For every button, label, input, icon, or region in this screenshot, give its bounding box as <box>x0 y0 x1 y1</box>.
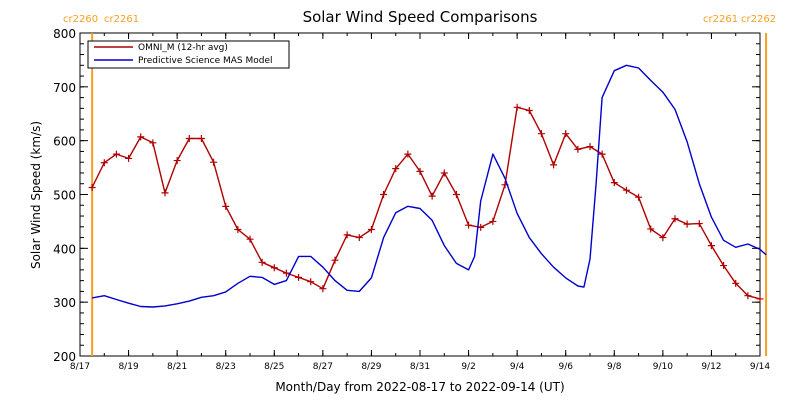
data-point-omni <box>440 169 448 177</box>
data-point-omni <box>149 139 157 147</box>
x-tick-label: 8/17 <box>70 362 90 372</box>
plot-area: 8/17 8/19 8/21 8/23 8/25 8/27 8/29 8/31 9/2 9/4 9/… <box>53 27 770 372</box>
y-tick-label: 300 <box>53 296 76 310</box>
data-point-omni <box>100 159 108 167</box>
plot-frame <box>79 32 761 357</box>
data-point-omni <box>513 103 521 111</box>
x-tick-label: 9/12 <box>701 362 721 372</box>
data-point-omni <box>392 165 400 173</box>
data-point-omni <box>88 184 96 192</box>
cr-right-label-2: cr2262 <box>741 14 776 25</box>
x-tick-label: 8/29 <box>361 362 381 372</box>
data-point-omni <box>744 292 752 300</box>
series-line-model <box>91 64 767 308</box>
y-tick-label: 500 <box>53 189 76 203</box>
series-line-omni <box>91 106 761 300</box>
data-point-omni <box>756 295 764 303</box>
data-point-omni <box>319 285 327 293</box>
x-tick-label: 8/21 <box>167 362 187 372</box>
x-tick-label: 8/19 <box>118 362 138 372</box>
data-point-omni <box>307 278 315 286</box>
data-point-omni <box>234 225 242 233</box>
cr-left-label-2: cr2261 <box>703 14 738 25</box>
chart-title: Solar Wind Speed Comparisons <box>303 8 538 26</box>
y-tick-label: 200 <box>53 350 76 364</box>
x-tick-label: 9/2 <box>461 362 475 372</box>
x-tick-label: 9/10 <box>653 362 673 372</box>
data-point-omni <box>404 150 412 158</box>
data-point-omni <box>720 262 728 270</box>
data-point-omni <box>635 193 643 201</box>
data-point-omni <box>574 145 582 153</box>
data-point-omni <box>210 158 218 166</box>
data-point-omni <box>707 242 715 250</box>
legend-label-omni: OMNI_M (12-hr avg) <box>138 43 228 53</box>
cr-left-label-1: cr2260 <box>63 14 98 25</box>
data-point-omni <box>112 150 120 158</box>
data-point-omni <box>380 191 388 198</box>
data-point-omni <box>428 192 436 200</box>
legend-label-model: Predictive Science MAS Model <box>138 56 273 66</box>
x-tick-label: 9/6 <box>558 362 573 372</box>
x-axis-label: Month/Day from 2022-08-17 to 2022-09-14 … <box>275 380 564 394</box>
x-tick-label: 8/23 <box>216 362 236 372</box>
data-point-omni <box>671 215 679 223</box>
data-point-omni <box>489 217 497 225</box>
y-tick-label: 600 <box>53 135 76 149</box>
data-point-omni <box>598 150 606 158</box>
data-point-omni <box>610 179 618 187</box>
data-point-omni <box>659 234 667 242</box>
data-point-omni <box>367 225 375 233</box>
data-point-omni <box>282 269 290 277</box>
data-point-omni <box>246 235 254 243</box>
y-axis-label: Solar Wind Speed (km/s) <box>29 121 43 269</box>
data-point-omni <box>465 221 473 229</box>
data-point-omni <box>137 133 145 141</box>
data-point-omni <box>173 157 181 165</box>
data-point-omni <box>550 161 558 169</box>
data-point-omni <box>331 256 339 264</box>
data-point-omni <box>647 225 655 233</box>
x-tick-label: 9/14 <box>750 362 770 372</box>
data-point-omni <box>622 186 630 194</box>
y-tick-label: 800 <box>53 27 76 41</box>
data-point-omni <box>222 202 230 210</box>
y-tick-label: 400 <box>53 242 76 256</box>
data-point-omni <box>586 143 594 151</box>
data-point-omni <box>537 130 545 138</box>
legend: OMNI_M (12-hr avg) Predictive Science MA… <box>87 40 290 69</box>
data-point-omni <box>525 107 533 115</box>
data-point-omni <box>732 279 740 287</box>
data-point-omni <box>161 189 169 197</box>
data-point-omni <box>452 191 460 198</box>
data-point-omni <box>185 135 193 143</box>
data-point-omni <box>258 258 266 266</box>
legend-box <box>87 40 290 69</box>
data-point-omni <box>695 220 703 228</box>
x-tick-label: 9/8 <box>607 362 622 372</box>
data-point-omni <box>343 231 351 239</box>
x-tick-label: 9/4 <box>510 362 525 372</box>
data-point-omni <box>416 167 424 175</box>
x-tick-label: 8/27 <box>313 362 333 372</box>
data-point-omni <box>295 273 303 281</box>
x-tick-label: 8/31 <box>410 362 430 372</box>
data-point-omni <box>562 130 570 138</box>
data-point-omni <box>355 234 363 242</box>
y-tick-label: 700 <box>53 81 76 95</box>
data-point-omni <box>683 220 691 228</box>
cr-right-label-1: cr2261 <box>104 14 139 25</box>
data-point-omni <box>197 135 205 143</box>
data-point-omni <box>270 264 278 272</box>
data-point-omni <box>125 154 133 162</box>
x-tick-label: 8/25 <box>264 362 284 372</box>
